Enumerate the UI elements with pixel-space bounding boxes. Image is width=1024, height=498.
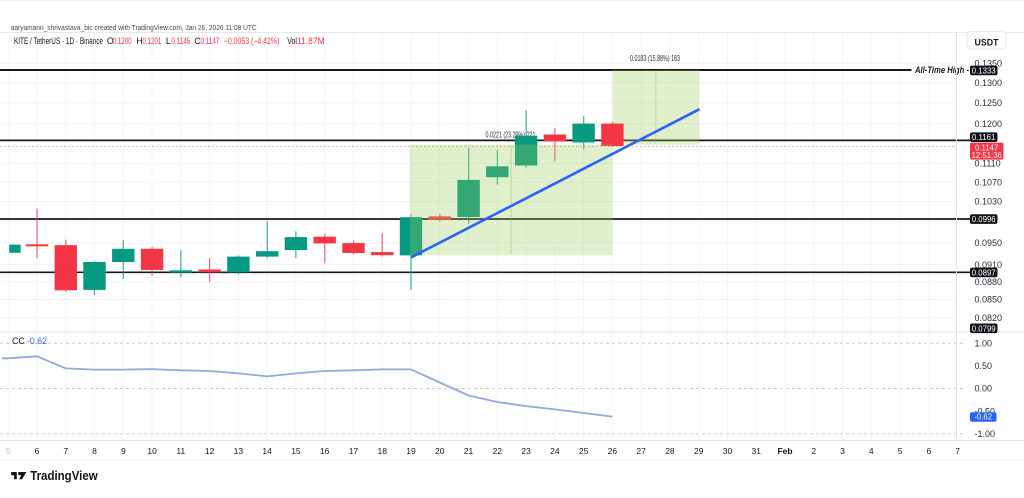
svg-text:17: 17 bbox=[349, 446, 359, 456]
svg-text:-0.50: -0.50 bbox=[975, 406, 996, 416]
svg-text:26: 26 bbox=[608, 446, 618, 456]
svg-text:5: 5 bbox=[898, 446, 903, 456]
svg-text:−0.0053 (−4.42%): −0.0053 (−4.42%) bbox=[224, 36, 280, 46]
svg-text:1.00: 1.00 bbox=[975, 338, 993, 348]
svg-text:0.1333: 0.1333 bbox=[972, 66, 996, 75]
svg-text:29: 29 bbox=[694, 446, 704, 456]
svg-text:0.0880: 0.0880 bbox=[975, 277, 1003, 287]
svg-text:0.0221 (23.29%) 221: 0.0221 (23.29%) 221 bbox=[486, 130, 536, 139]
svg-text:Feb: Feb bbox=[777, 446, 792, 456]
svg-text:0.0820: 0.0820 bbox=[975, 313, 1003, 323]
svg-text:28: 28 bbox=[665, 446, 675, 456]
svg-text:16: 16 bbox=[320, 446, 330, 456]
svg-text:11.87M: 11.87M bbox=[297, 36, 325, 46]
svg-text:15: 15 bbox=[291, 446, 301, 456]
svg-text:20: 20 bbox=[435, 446, 445, 456]
svg-text:22: 22 bbox=[493, 446, 503, 456]
svg-text:5: 5 bbox=[6, 446, 11, 456]
svg-text:0.1070: 0.1070 bbox=[975, 177, 1003, 187]
svg-text:0.0996: 0.0996 bbox=[972, 215, 996, 224]
svg-text:27: 27 bbox=[636, 446, 646, 456]
svg-text:0.0799: 0.0799 bbox=[972, 324, 996, 333]
svg-text:14: 14 bbox=[262, 446, 272, 456]
svg-text:25: 25 bbox=[579, 446, 589, 456]
svg-text:8: 8 bbox=[92, 446, 97, 456]
svg-text:TradingView: TradingView bbox=[30, 469, 98, 483]
svg-text:31: 31 bbox=[752, 446, 762, 456]
svg-text:All-Time High -: All-Time High - bbox=[914, 65, 969, 76]
svg-text:12:51:36: 12:51:36 bbox=[972, 151, 1002, 160]
svg-text:9: 9 bbox=[121, 446, 126, 456]
svg-text:0.1030: 0.1030 bbox=[975, 197, 1003, 207]
svg-text:12: 12 bbox=[205, 446, 215, 456]
svg-text:19: 19 bbox=[406, 446, 416, 456]
svg-text:Vol: Vol bbox=[287, 36, 297, 46]
svg-text:-1.00: -1.00 bbox=[975, 429, 996, 439]
svg-text:C: C bbox=[194, 36, 201, 46]
svg-text:0.0950: 0.0950 bbox=[975, 238, 1003, 248]
svg-text:24: 24 bbox=[550, 446, 560, 456]
svg-text:21: 21 bbox=[464, 446, 474, 456]
svg-text:H: H bbox=[136, 36, 142, 46]
svg-text:0.0850: 0.0850 bbox=[975, 295, 1003, 305]
svg-text:0.1147: 0.1147 bbox=[975, 144, 998, 153]
svg-text:O: O bbox=[107, 36, 114, 46]
svg-text:USDT: USDT bbox=[975, 38, 1000, 48]
svg-text:0.1161: 0.1161 bbox=[972, 133, 995, 142]
svg-text:4: 4 bbox=[869, 446, 874, 456]
svg-text:0.1110: 0.1110 bbox=[975, 159, 1001, 169]
svg-text:0.1250: 0.1250 bbox=[975, 98, 1003, 108]
svg-text:KITE / TetherUS · 1D · Binance: KITE / TetherUS · 1D · Binance bbox=[14, 36, 103, 46]
svg-text:7: 7 bbox=[955, 446, 960, 456]
svg-text:-0.62: -0.62 bbox=[27, 336, 47, 346]
svg-text:CC: CC bbox=[12, 336, 25, 346]
svg-text:30: 30 bbox=[723, 446, 733, 456]
svg-text:0.1300: 0.1300 bbox=[975, 78, 1003, 88]
svg-text:0.00: 0.00 bbox=[975, 384, 993, 394]
svg-text:0.1146: 0.1146 bbox=[171, 36, 190, 46]
svg-text:2: 2 bbox=[811, 446, 816, 456]
svg-text:18: 18 bbox=[378, 446, 388, 456]
svg-text:6: 6 bbox=[35, 446, 40, 456]
svg-text:0.1147: 0.1147 bbox=[201, 36, 220, 46]
svg-text:23: 23 bbox=[521, 446, 531, 456]
svg-text:0.1350: 0.1350 bbox=[975, 59, 1003, 69]
svg-text:0.50: 0.50 bbox=[975, 361, 993, 371]
svg-text:0.1200: 0.1200 bbox=[113, 36, 132, 46]
svg-text:0.1200: 0.1200 bbox=[975, 119, 1003, 129]
svg-text:3: 3 bbox=[840, 446, 845, 456]
svg-text:11: 11 bbox=[176, 446, 185, 456]
svg-text:0.1201: 0.1201 bbox=[142, 36, 161, 46]
svg-text:6: 6 bbox=[927, 446, 932, 456]
svg-text:10: 10 bbox=[147, 446, 157, 456]
svg-text:13: 13 bbox=[234, 446, 244, 456]
svg-text:0.0897: 0.0897 bbox=[972, 268, 996, 277]
svg-text:-0.62: -0.62 bbox=[974, 413, 992, 422]
svg-text:aaryamann_shrivastava_bic crea: aaryamann_shrivastava_bic created with T… bbox=[11, 23, 257, 32]
svg-text:7: 7 bbox=[63, 446, 68, 456]
svg-text:0.0183 (15.88%) 183: 0.0183 (15.88%) 183 bbox=[630, 54, 680, 63]
svg-text:L: L bbox=[166, 36, 171, 46]
svg-text:0.0910: 0.0910 bbox=[975, 260, 1003, 270]
